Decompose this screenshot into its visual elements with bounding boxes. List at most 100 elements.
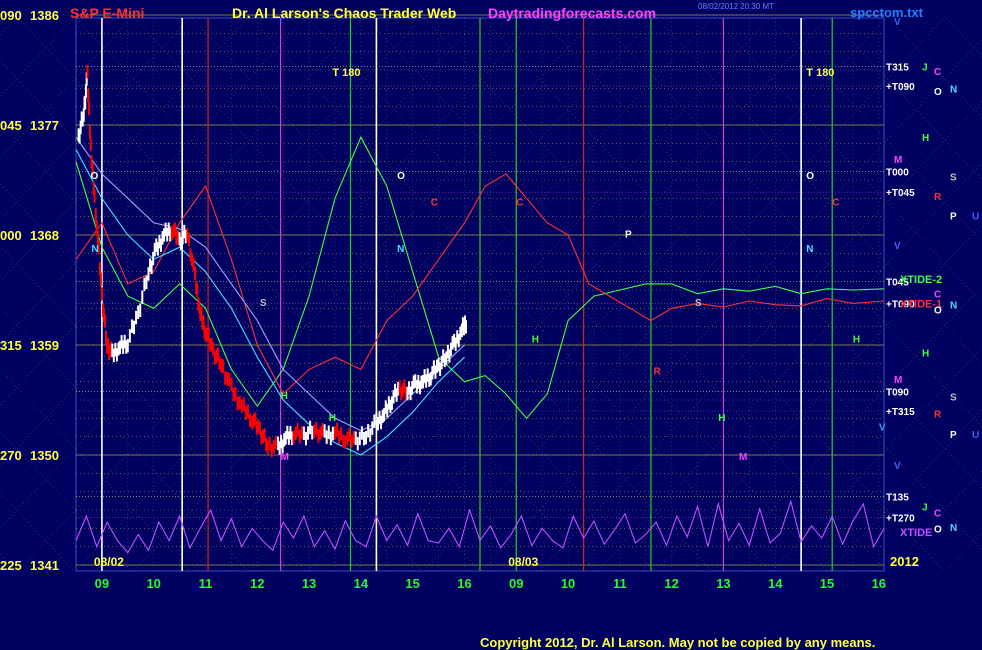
chart-marker: O — [91, 171, 99, 182]
x-tick-label: 15 — [820, 576, 834, 591]
planet-label: U — [972, 211, 979, 222]
x-tick-label: 16 — [457, 576, 471, 591]
x-tick-label: 12 — [250, 576, 264, 591]
x-tick-label: 16 — [872, 576, 886, 591]
planet-label: O — [934, 87, 942, 98]
lattice-line — [0, 17, 307, 344]
planet-label: N — [950, 84, 957, 95]
angle-time-label: +T270 — [886, 513, 915, 524]
lattice-line — [75, 17, 597, 572]
angle-time-label: +T315 — [886, 407, 915, 418]
copyright: Copyright 2012, Dr. Al Larson. May not b… — [480, 635, 875, 650]
chart-marker: N — [806, 244, 813, 255]
lattice-line — [481, 38, 982, 572]
planet-label: V — [894, 17, 901, 28]
x-tick-label: 10 — [146, 576, 160, 591]
planet-label: M — [894, 375, 902, 386]
lattice-line — [75, 17, 597, 572]
lattice-line — [0, 17, 133, 159]
planet-label: P — [950, 211, 957, 222]
x-tick-label: 14 — [354, 576, 369, 591]
chart-marker: S — [695, 298, 702, 309]
lattice-line — [0, 306, 249, 572]
lattice-line — [0, 60, 481, 572]
chart-marker: C — [832, 198, 839, 209]
y-axis-price-label: 1350 — [30, 448, 59, 463]
chart-marker: R — [654, 366, 662, 377]
series-line-1 — [75, 135, 885, 420]
angle-time-label: T135 — [886, 493, 909, 504]
angle-time-label: +T090 — [886, 299, 915, 310]
x-tick-label: 09 — [95, 576, 109, 591]
angle-time-label: +T045 — [886, 188, 915, 199]
chart-marker: M — [281, 452, 289, 463]
lattice-line — [249, 17, 771, 572]
y-axis-price-label: 1377 — [30, 118, 59, 133]
planet-label: J — [922, 502, 928, 513]
x-tick-label: 14 — [768, 576, 783, 591]
chart-marker: H — [329, 413, 336, 424]
chart-marker: C — [516, 198, 523, 209]
lattice-line — [423, 17, 945, 572]
planet-label: C — [934, 508, 941, 519]
planet-label: O — [934, 306, 942, 317]
flow-label: XTIDE — [900, 527, 932, 539]
angle-time-label: T045 — [886, 277, 909, 288]
chart-marker: S — [260, 298, 267, 309]
y-axis-angle-label: 090 — [0, 8, 22, 23]
chart-marker: O — [806, 171, 814, 182]
label-layer: 090 1386 045 1377 000 1368 315 1359 270 1350 225 13… — [0, 8, 979, 591]
series-line-5 — [75, 499, 885, 554]
lattice-line — [539, 17, 982, 489]
site-name: Daytradingforecasts.com — [488, 5, 656, 21]
planet-label: R — [934, 192, 942, 203]
chart-marker: H — [853, 335, 860, 346]
lattice-line — [307, 17, 829, 572]
chart-marker: V — [879, 423, 886, 434]
x-tick-label: 12 — [664, 576, 678, 591]
y-axis-price-label: 1368 — [30, 228, 59, 243]
x-tick-label: 09 — [509, 576, 523, 591]
chart-marker: H — [281, 391, 288, 402]
chart-marker: N — [397, 244, 404, 255]
angle-time-label: T090 — [886, 387, 909, 398]
x-tick-label: 13 — [716, 576, 730, 591]
angle-time-label: +T090 — [886, 82, 915, 93]
chart-title: Dr. Al Larson's Chaos Trader Web — [232, 5, 456, 21]
x-tick-label: 11 — [199, 576, 213, 591]
lattice-line — [0, 17, 423, 468]
file-name: spcctom.txt — [850, 5, 924, 20]
lattice-line — [0, 17, 191, 221]
series-line-3 — [75, 149, 465, 456]
time-label: T 180 — [332, 67, 360, 79]
planet-label: V — [894, 461, 901, 472]
x-tick-label: 11 — [613, 576, 627, 591]
planet-label: N — [950, 301, 957, 312]
angle-time-label: T000 — [886, 167, 909, 178]
series-line-2 — [75, 173, 885, 395]
timestamp: 08/02/2012 20:30 MT — [698, 2, 774, 11]
planet-label: R — [934, 409, 942, 420]
y-axis-price-label: 1359 — [30, 338, 59, 353]
time-label: T 180 — [806, 67, 834, 79]
y-axis-angle-label: 315 — [0, 338, 22, 353]
chart-marker: O — [397, 171, 405, 182]
lattice-line — [0, 368, 191, 572]
chart-marker: C — [431, 198, 438, 209]
market-title: S&P E-Mini — [70, 5, 144, 21]
lattice-line — [133, 17, 655, 572]
planet-label: O — [934, 524, 942, 535]
planet-label: U — [972, 430, 979, 441]
lattice-line — [0, 183, 365, 572]
chart-marker: P — [625, 229, 632, 240]
lattice-line — [191, 17, 713, 572]
lattice-line — [17, 17, 539, 572]
lattice-line — [17, 17, 539, 572]
chart-marker: H — [532, 335, 539, 346]
year-label: 2012 — [890, 554, 919, 569]
planet-label: P — [950, 430, 957, 441]
flow-label: XTIDE-2 — [900, 274, 942, 286]
y-axis-angle-label: 225 — [0, 558, 22, 573]
y-axis-price-label: 1341 — [30, 558, 59, 573]
